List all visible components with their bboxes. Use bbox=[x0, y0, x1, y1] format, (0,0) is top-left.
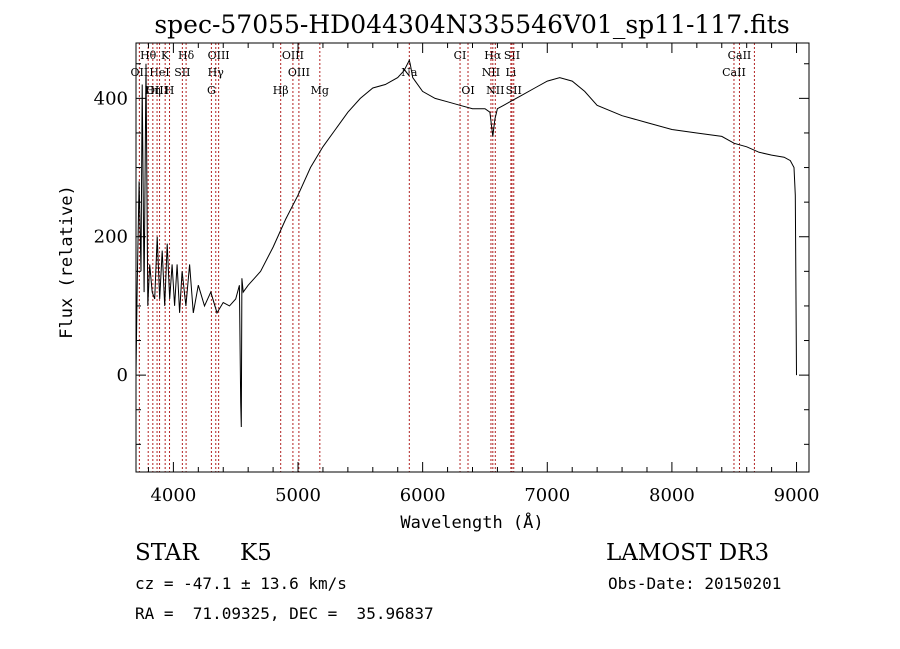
line-marker-label: Hδ bbox=[178, 49, 195, 62]
line-marker-label: Hθ bbox=[140, 49, 157, 62]
axis-ticks bbox=[136, 43, 809, 472]
x-tick-label: 7000 bbox=[524, 485, 570, 506]
x-tick-label: 6000 bbox=[400, 485, 446, 506]
chart-title: spec-57055-HD044304N335546V01_sp11-117.f… bbox=[154, 10, 789, 39]
line-marker-label: CaII bbox=[722, 66, 746, 79]
observation-date: Obs-Date: 20150201 bbox=[608, 574, 782, 593]
y-tick-label: 0 bbox=[117, 365, 128, 386]
line-marker-label: OIII bbox=[288, 66, 310, 79]
line-marker-label: NII bbox=[482, 66, 500, 79]
y-axis-label: Flux (relative) bbox=[57, 185, 77, 339]
axis-tick-labels: 4000 5000 6000 7000 8000 9000 0 200 400 bbox=[94, 88, 820, 506]
redshift-value: cz = -47.1 ± 13.6 km/s bbox=[135, 574, 347, 593]
y-tick-label: 400 bbox=[94, 88, 128, 109]
line-marker-label: Hβ bbox=[273, 84, 289, 97]
flux-series-line bbox=[135, 58, 797, 428]
line-marker-label: OI bbox=[461, 84, 474, 97]
line-marker-label: CaII bbox=[728, 49, 752, 62]
line-marker-label: H bbox=[165, 84, 175, 97]
line-marker-label: Hη bbox=[145, 84, 161, 97]
line-marker-label: Hγ bbox=[208, 66, 225, 79]
line-marker-label: SII bbox=[506, 84, 522, 97]
survey-name: LAMOST DR3 bbox=[606, 540, 770, 566]
y-tick-label: 200 bbox=[94, 227, 128, 248]
object-subclass: K5 bbox=[240, 540, 272, 566]
line-marker-label: OIII bbox=[282, 49, 304, 62]
line-marker-label: OIII bbox=[208, 49, 230, 62]
x-tick-label: 5000 bbox=[275, 485, 321, 506]
line-marker-label: SII bbox=[504, 49, 520, 62]
line-marker-label: Hα bbox=[484, 49, 502, 62]
x-tick-label: 8000 bbox=[649, 485, 695, 506]
x-tick-label: 4000 bbox=[150, 485, 196, 506]
line-marker-label: G bbox=[207, 84, 216, 97]
line-marker-label: SII bbox=[174, 66, 190, 79]
line-marker-label: CI bbox=[454, 49, 467, 62]
line-marker-label: Li bbox=[505, 66, 516, 79]
line-marker-label: OII bbox=[131, 66, 149, 79]
line-marker-label: K bbox=[161, 49, 170, 62]
coordinates: RA = 71.09325, DEC = 35.96837 bbox=[135, 604, 434, 623]
x-tick-label: 9000 bbox=[774, 485, 820, 506]
plot-frame bbox=[135, 42, 810, 473]
line-marker-label: NII bbox=[486, 84, 504, 97]
x-axis-label: Wavelength (Å) bbox=[400, 511, 543, 533]
line-marker-label: CaII bbox=[743, 0, 767, 3]
line-marker-label: Na bbox=[401, 66, 418, 79]
object-class: STAR bbox=[135, 540, 199, 566]
line-marker-label: Mg bbox=[311, 84, 329, 97]
line-marker-label: HeI bbox=[149, 66, 169, 79]
line-marker-label: OIII bbox=[146, 84, 168, 97]
